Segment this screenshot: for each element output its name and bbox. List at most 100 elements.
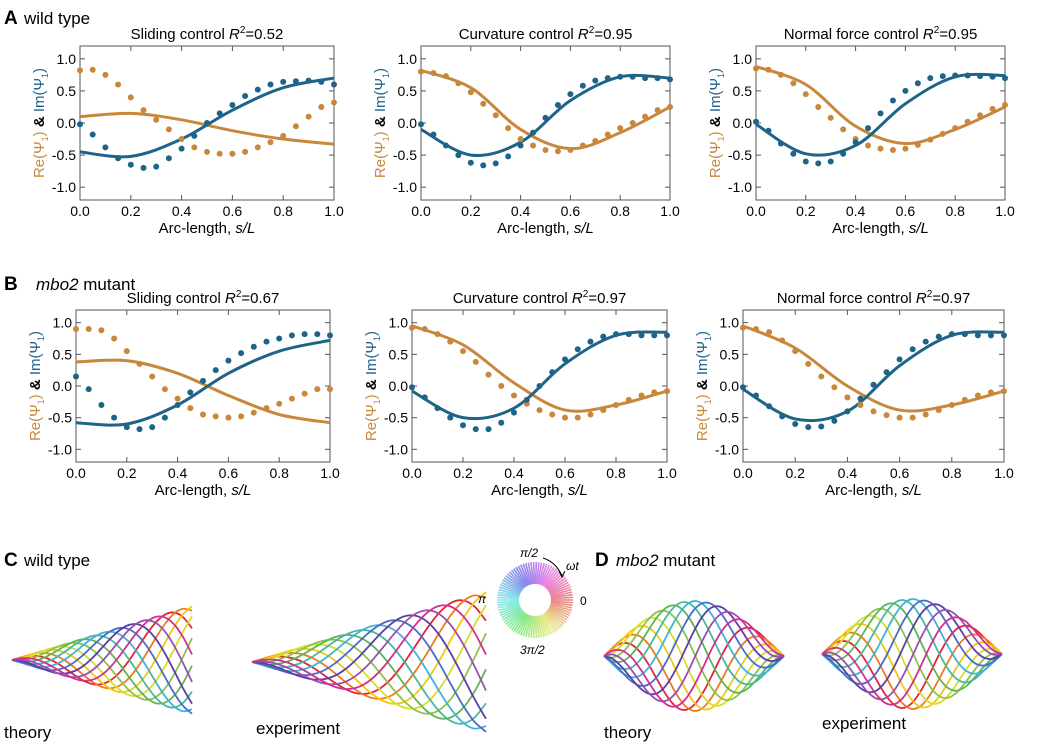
re-data-point — [187, 405, 194, 412]
waveform-curve — [603, 618, 785, 708]
im-data-point — [102, 144, 109, 151]
im-data-point — [753, 392, 760, 399]
im-data-point — [418, 121, 424, 128]
wheel-label-arrow: ωt — [566, 559, 579, 573]
re-data-point — [827, 114, 834, 121]
im-data-point — [229, 102, 236, 109]
y-tick-label: 0.0 — [398, 115, 418, 131]
re-data-point — [115, 81, 122, 88]
wheel-spoke — [535, 615, 540, 638]
wheel-label-bottom: 3π/2 — [520, 643, 545, 657]
im-data-point — [883, 369, 890, 376]
im-data-point — [664, 332, 670, 339]
im-data-point — [617, 73, 624, 80]
x-tick-label: 1.0 — [994, 465, 1014, 481]
im-data-point — [511, 409, 517, 416]
y-tick-label: 0.5 — [53, 346, 73, 362]
im-data-point — [1002, 75, 1008, 82]
im-data-point — [592, 77, 599, 84]
re-data-point — [927, 136, 934, 143]
wheel-spoke — [538, 615, 545, 638]
shape-label-d-theory: theory — [604, 723, 652, 742]
wheel-spoke — [510, 612, 526, 631]
plot-title: Sliding control R2=0.67 — [127, 289, 280, 307]
shape-label-c-experiment: experiment — [256, 719, 340, 738]
x-tick-label: 0.0 — [66, 465, 86, 481]
re-data-point — [939, 130, 946, 137]
x-axis-label: Arc-length, s/L — [832, 220, 929, 237]
wheel-spoke — [522, 614, 531, 637]
re-data-point — [974, 392, 981, 399]
im-data-point — [753, 118, 759, 125]
im-data-point — [536, 383, 543, 389]
x-axis-label: Arc-length, s/L — [825, 482, 922, 499]
im-fit-line — [411, 330, 668, 421]
im-data-point — [818, 423, 825, 430]
im-data-point — [409, 384, 415, 391]
waveform-curve — [603, 605, 785, 696]
im-data-point — [136, 426, 143, 433]
im-data-point — [857, 395, 864, 402]
wheel-spoke — [550, 596, 573, 600]
wheel-spoke — [510, 569, 526, 588]
re-data-point — [505, 125, 512, 132]
wheel-spoke — [527, 615, 534, 638]
wheel-spoke — [545, 571, 562, 589]
plot-title: Sliding control R2=0.52 — [131, 25, 284, 43]
re-data-point — [314, 386, 321, 393]
re-data-point — [777, 71, 784, 78]
waveform-curve — [603, 611, 785, 703]
wheel-spoke — [508, 571, 525, 589]
wheel-spoke — [502, 579, 522, 593]
re-data-point — [883, 412, 890, 419]
re-data-point — [989, 105, 996, 112]
y-axis-label: Re(Ψ1) & Im(Ψ1) — [372, 68, 391, 178]
wheel-spoke — [546, 574, 565, 591]
im-data-point — [517, 142, 524, 149]
re-data-point — [987, 389, 994, 396]
wheel-spoke — [541, 565, 553, 586]
chart-B3: 0.0 0.2 0.4 0.6 0.8 1.0 1.0 0.5 0.0 -0.5 -1.0 Norma… — [694, 289, 1014, 499]
waveform-curve — [821, 599, 1003, 684]
waveform-illustrations — [11, 591, 1003, 733]
re-data-point — [530, 142, 537, 149]
wheel-spoke — [549, 604, 571, 614]
wheel-spoke — [501, 606, 522, 619]
wheel-spoke — [532, 615, 536, 639]
im-data-point — [276, 335, 283, 342]
wheel-spoke — [508, 611, 525, 629]
x-tick-label: 0.6 — [896, 203, 916, 219]
wheel-spoke — [543, 568, 557, 588]
x-tick-label: 0.2 — [796, 203, 816, 219]
re-data-point — [204, 148, 210, 155]
x-tick-label: 0.0 — [733, 465, 753, 481]
im-fit-line — [420, 73, 671, 158]
wheel-spoke — [538, 562, 545, 585]
x-axis-label: Arc-length, s/L — [159, 220, 256, 237]
im-data-point — [840, 150, 847, 157]
im-data-point — [492, 160, 499, 167]
wheel-spoke — [550, 588, 572, 597]
im-data-point — [939, 73, 946, 80]
y-tick-label: 0.5 — [57, 83, 77, 99]
re-data-point — [127, 94, 134, 101]
y-tick-label: 1.0 — [53, 315, 73, 331]
wheel-spoke — [517, 614, 529, 635]
im-fit-line — [79, 76, 335, 159]
im-data-point — [805, 424, 812, 431]
re-data-point — [536, 407, 543, 414]
chart-A2: 0.0 0.2 0.4 0.6 0.8 1.0 1.0 0.5 0.0 -0.5 -1.0 Curva… — [372, 25, 680, 237]
y-tick-label: 1.0 — [720, 315, 740, 331]
im-data-point — [562, 356, 568, 363]
re-data-point — [517, 136, 524, 143]
plot-title: Curvature control R2=0.95 — [459, 25, 633, 43]
im-data-point — [292, 78, 299, 85]
im-data-point — [267, 81, 274, 88]
wheel-spoke — [498, 588, 520, 597]
im-data-point — [331, 81, 337, 88]
x-tick-label: 0.0 — [70, 203, 90, 219]
shape-label-d-experiment: experiment — [822, 714, 906, 733]
re-data-point — [498, 383, 505, 389]
wheel-spoke — [497, 591, 520, 598]
x-tick-label: 0.6 — [890, 465, 910, 481]
